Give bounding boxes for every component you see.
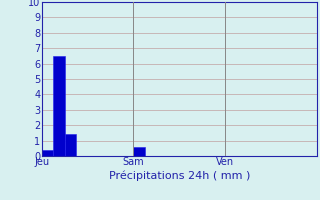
Bar [53, 56, 65, 156]
X-axis label: Précipitations 24h ( mm ): Précipitations 24h ( mm ) [108, 170, 250, 181]
Bar [133, 147, 145, 156]
Bar [65, 134, 76, 156]
Bar [42, 150, 53, 156]
